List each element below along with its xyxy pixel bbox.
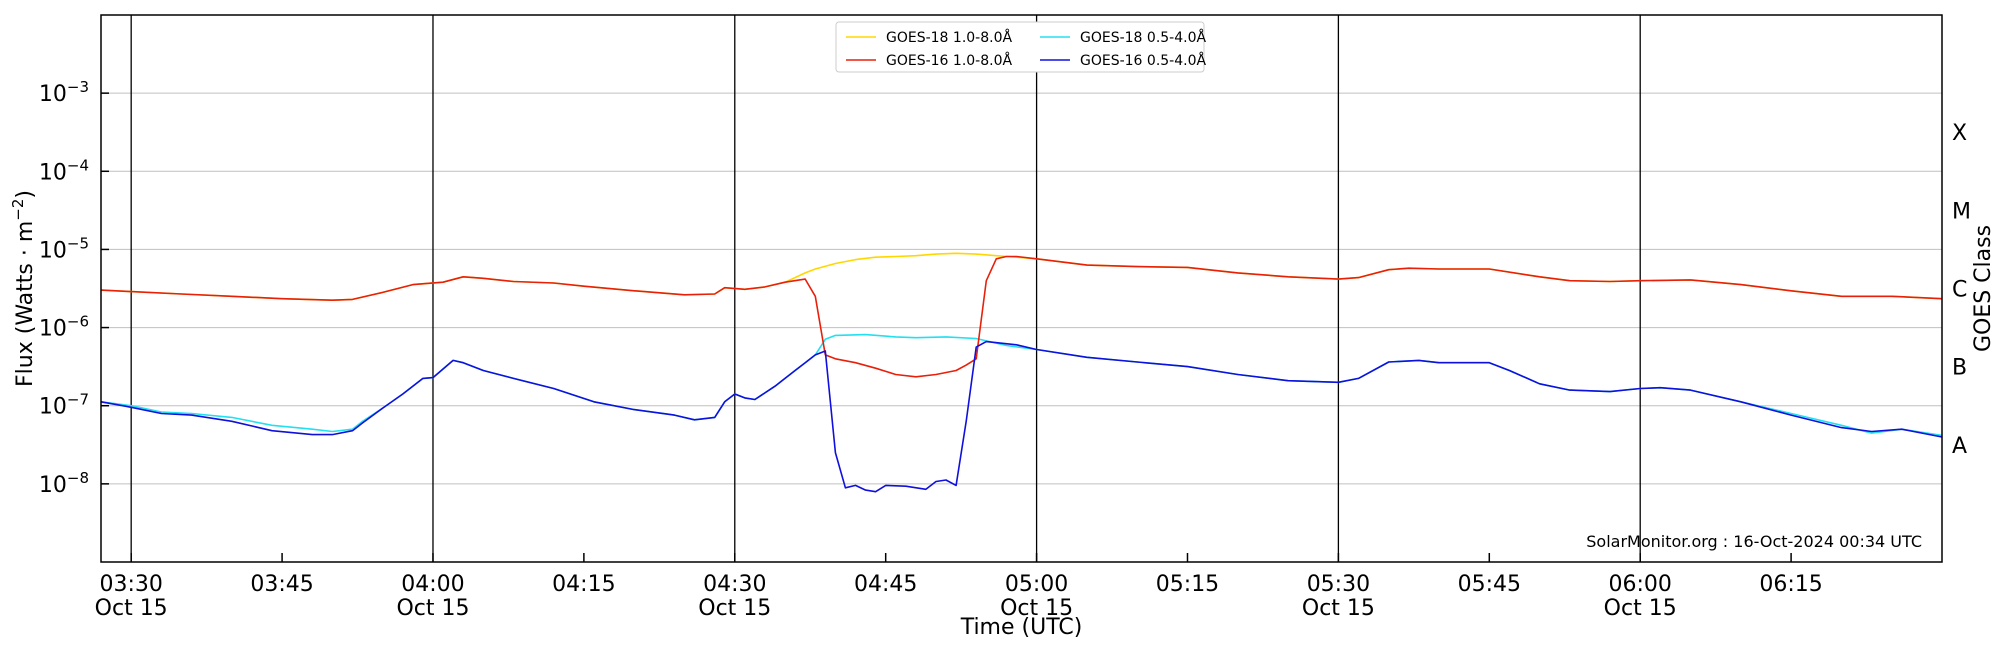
legend-label-1: GOES-18 0.5-4.0Å — [1080, 29, 1206, 46]
y-axis-ticks: 10−810−710−610−510−410−3 — [39, 78, 109, 498]
x-tick-label-3: 04:15 — [552, 572, 615, 597]
credit-text: SolarMonitor.org : 16-Oct-2024 00:34 UTC — [1586, 532, 1922, 551]
x-tick-label-0: 03:30 — [99, 572, 162, 597]
series-lines — [100, 252, 1943, 493]
x-axis-label: Time (UTC) — [960, 615, 1083, 640]
goes-class-C: C — [1952, 278, 1967, 303]
x-tick-label-7: 05:15 — [1156, 572, 1219, 597]
y-tick-label-2: 10−6 — [39, 313, 89, 342]
y-axis-label-main: Flux (Watts · m — [13, 221, 38, 387]
x-tick-label-6: 05:00 — [1005, 572, 1068, 597]
goes-class-X: X — [1952, 121, 1967, 146]
y-tick-base: 10 — [39, 473, 67, 498]
x-tick-date-6: Oct 15 — [1000, 596, 1073, 621]
series-line-3 — [100, 340, 1943, 493]
legend-label-3: GOES-16 0.5-4.0Å — [1080, 52, 1206, 69]
y-tick-exponent: −8 — [67, 469, 89, 487]
y-tick-label-5: 10−3 — [39, 78, 89, 107]
y-tick-label-4: 10−4 — [39, 156, 89, 185]
y-tick-base: 10 — [39, 317, 67, 342]
legend-label-2: GOES-16 1.0-8.0Å — [886, 52, 1012, 69]
y-axis-label-exponent: −2 — [9, 199, 27, 221]
x-tick-label-1: 03:45 — [250, 572, 313, 597]
x-tick-label-10: 06:00 — [1608, 572, 1671, 597]
y-tick-exponent: −4 — [67, 156, 89, 174]
x-tick-date-10: Oct 15 — [1604, 596, 1677, 621]
y-tick-exponent: −3 — [67, 78, 89, 96]
x-tick-date-2: Oct 15 — [396, 596, 469, 621]
x-tick-label-2: 04:00 — [401, 572, 464, 597]
legend-box — [835, 21, 1205, 73]
x-tick-date-0: Oct 15 — [95, 596, 168, 621]
y-tick-label-1: 10−7 — [39, 391, 89, 420]
goes-class-labels: A B C M X — [1952, 121, 1971, 459]
series-line-2 — [100, 255, 1943, 378]
series-line-1 — [100, 333, 1943, 437]
gridlines — [101, 15, 1942, 562]
y-tick-base: 10 — [39, 395, 67, 420]
x-tick-label-11: 06:15 — [1759, 572, 1822, 597]
y-tick-label-3: 10−5 — [39, 234, 89, 263]
y-tick-exponent: −6 — [67, 313, 89, 331]
plot-frame — [100, 14, 1943, 563]
y-axis-label-close: ) — [13, 190, 38, 199]
y-tick-base: 10 — [39, 160, 67, 185]
y-tick-base: 10 — [39, 82, 67, 107]
x-tick-label-5: 04:45 — [854, 572, 917, 597]
goes-class-A: A — [1952, 434, 1967, 459]
goes-class-axis-label: GOES Class — [1971, 225, 1996, 352]
y-tick-base: 10 — [39, 238, 67, 263]
x-tick-date-8: Oct 15 — [1302, 596, 1375, 621]
x-tick-label-8: 05:30 — [1307, 572, 1370, 597]
x-tick-label-9: 05:45 — [1458, 572, 1521, 597]
y-tick-label-0: 10−8 — [39, 469, 89, 498]
goes-class-M: M — [1952, 199, 1971, 224]
legend-label-0: GOES-18 1.0-8.0Å — [886, 29, 1012, 46]
y-axis-label: Flux (Watts · m−2) — [9, 190, 38, 387]
legend: GOES-18 1.0-8.0Å GOES-18 0.5-4.0Å GOES-16 … — [835, 21, 1206, 73]
goes-class-B: B — [1952, 356, 1967, 381]
y-tick-exponent: −7 — [67, 391, 89, 409]
x-tick-date-4: Oct 15 — [698, 596, 771, 621]
x-tick-label-4: 04:30 — [703, 572, 766, 597]
y-tick-exponent: −5 — [67, 234, 89, 252]
